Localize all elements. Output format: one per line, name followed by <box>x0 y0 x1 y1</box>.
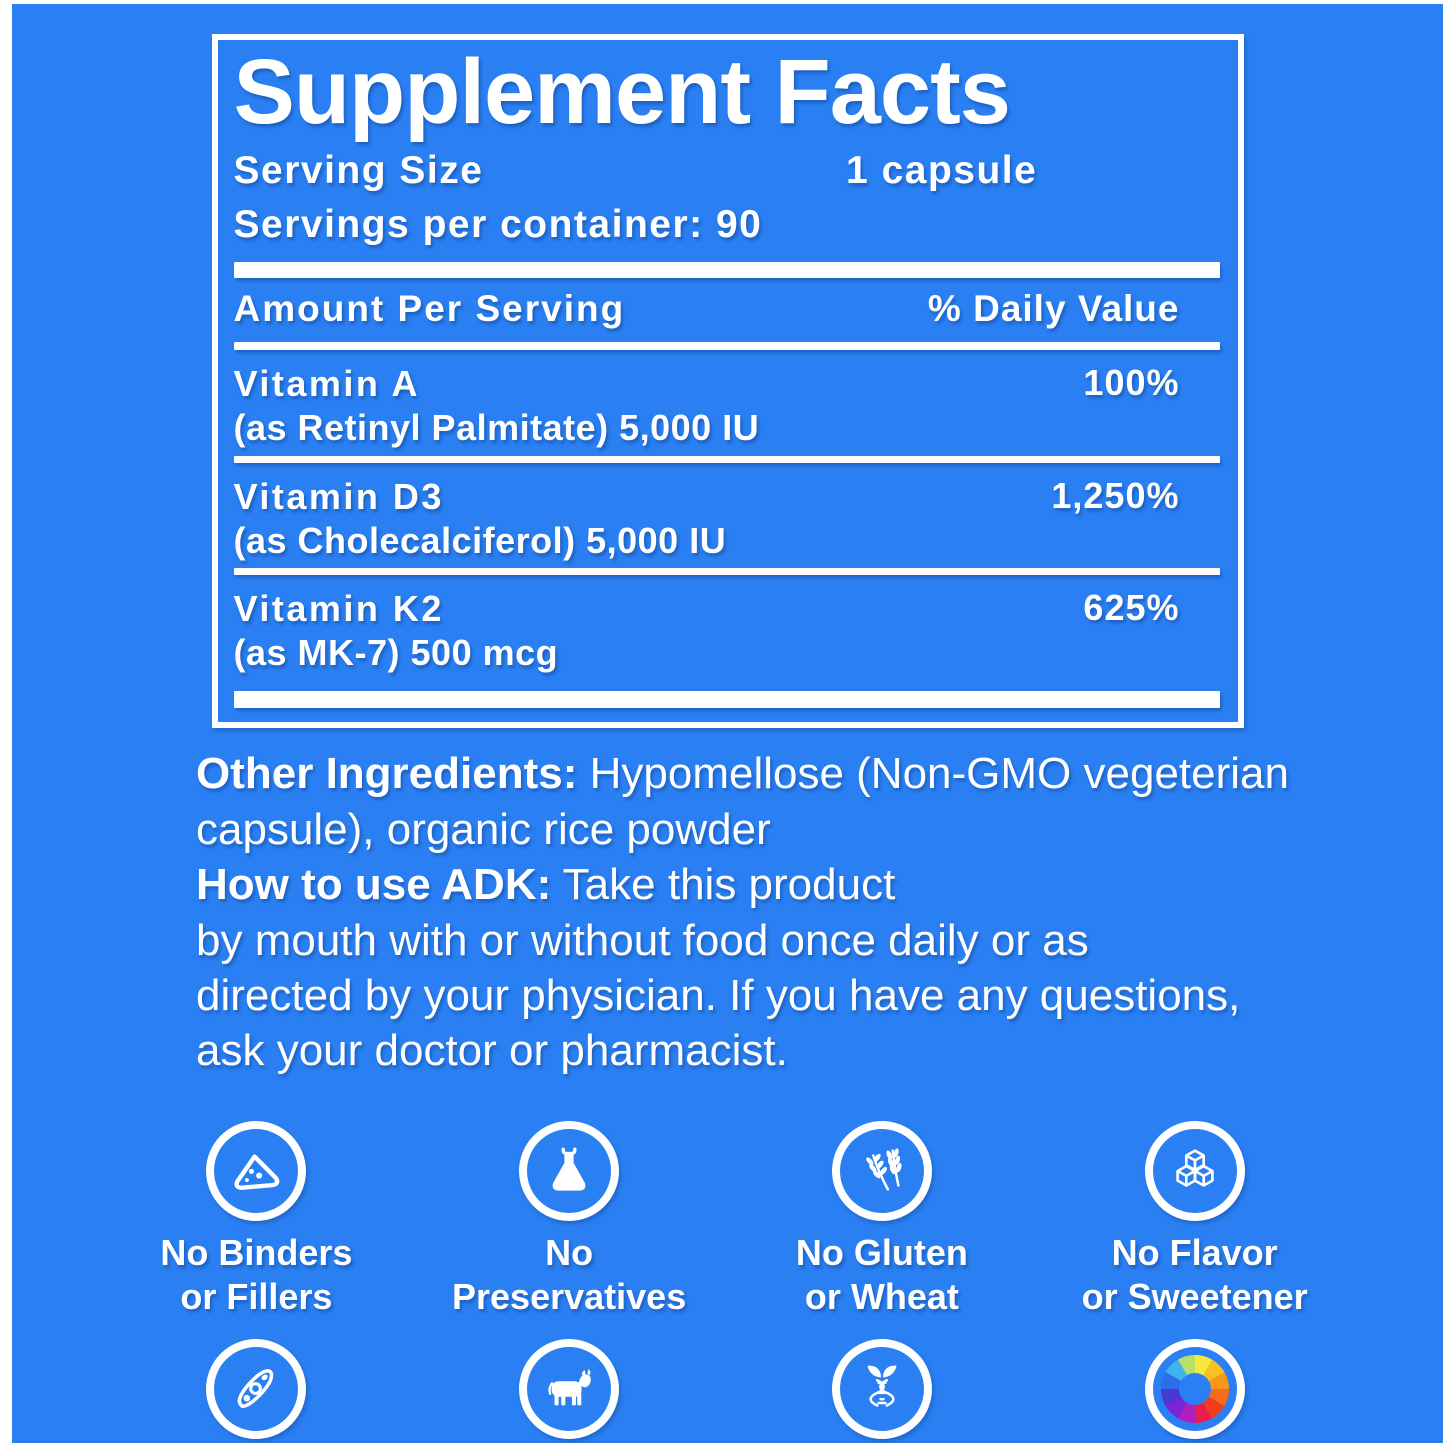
supplement-facts-panel: Supplement Facts Serving Size 1 capsule … <box>12 4 1443 1443</box>
how-to-use-line1: Take this product <box>551 860 896 910</box>
other-ingredients-text: Other Ingredients: Hypomellose (Non-GMO … <box>196 746 1353 1079</box>
nutrient-detail: (as Retinyl Palmitate) 5,000 IU <box>233 406 760 448</box>
other-ingredients-line2: capsule), organic rice powder <box>196 804 771 854</box>
nutrient-daily-value: 100% <box>1083 361 1180 403</box>
badge-no-soy: No Soyor Yeast <box>100 1338 413 1443</box>
badge-label: No Flavor or Sweetener <box>1081 1231 1308 1317</box>
nutrient-daily-value: 1,250% <box>1051 474 1180 516</box>
badge-no-gluten: No Gluten or Wheat <box>726 1120 1039 1319</box>
nutrient-detail: (as Cholecalciferol) 5,000 IU <box>233 519 727 561</box>
badge-no-flavor: No Flavor or Sweetener <box>1038 1120 1351 1319</box>
nutrient-name: Vitamin D3 <box>233 475 444 517</box>
daily-value-header: % Daily Value <box>927 287 1180 329</box>
badge-circle <box>519 1338 620 1439</box>
divider-mid <box>233 455 1220 463</box>
serving-size-value: 1 capsule <box>846 149 1038 192</box>
badge-label: No Binders or Fillers <box>160 1231 353 1317</box>
badge-no-milk: No Milkor Lactose <box>413 1338 726 1443</box>
divider-mid <box>233 568 1220 576</box>
badge-no-artificial-color: No ArtificialColor <box>1038 1338 1351 1443</box>
badge-no-binders: No Binders or Fillers <box>100 1120 413 1319</box>
nutrient-row-vitamin-k2: Vitamin K2 (as MK-7) 500 mcg 625% <box>234 587 1222 675</box>
other-ingredients-lead: Other Ingredients: <box>196 749 578 799</box>
serving-size-row: Serving Size 1 capsule <box>234 146 1222 196</box>
badge-label: No Preservatives <box>452 1231 687 1317</box>
badge-circle <box>1144 1338 1245 1439</box>
badge-circle <box>206 1120 307 1221</box>
servings-per-container: Servings per container: 90 <box>233 202 763 246</box>
powder-pile-icon <box>234 1154 280 1190</box>
nutrient-name: Vitamin K2 <box>233 588 444 630</box>
nutrient-row-vitamin-a: Vitamin A (as Retinyl Palmitate) 5,000 I… <box>234 362 1222 450</box>
badge-circle <box>1144 1120 1245 1221</box>
how-to-use-line4: ask your doctor or pharmacist. <box>196 1026 788 1076</box>
divider-thick <box>233 261 1220 278</box>
badge-non-gmo: NONGMO <box>726 1338 1039 1443</box>
sugar-cubes-icon <box>1175 1149 1214 1187</box>
badge-circle <box>519 1120 620 1221</box>
badges-grid: No Binders or Fillers No Preservatives <box>100 1120 1351 1443</box>
nutrient-daily-value: 625% <box>1083 587 1180 629</box>
other-ingredients-line1: Hypomellose (Non-GMO vegeterian <box>577 749 1289 799</box>
soy-pod-icon <box>238 1368 274 1408</box>
badge-circle <box>831 1120 932 1221</box>
dna-leaf-icon <box>867 1365 897 1407</box>
badge-no-preservatives: No Preservatives <box>413 1120 726 1319</box>
flask-icon <box>552 1147 586 1191</box>
badge-label: No Gluten or Wheat <box>795 1231 968 1317</box>
nutrient-detail: (as MK-7) 500 mcg <box>233 632 559 674</box>
column-header-row: Amount Per Serving % Daily Value <box>234 288 1222 330</box>
nutrient-row-vitamin-d3: Vitamin D3 (as Cholecalciferol) 5,000 IU… <box>234 475 1222 563</box>
how-to-use-line3: directed by your physician. If you have … <box>196 971 1241 1020</box>
divider-thin <box>233 341 1220 350</box>
how-to-use-lead: How to use ADK: <box>196 860 552 910</box>
divider-thick <box>233 691 1220 709</box>
color-wheel-icon <box>1160 1354 1229 1423</box>
badge-circle <box>831 1338 932 1439</box>
nutrient-name: Vitamin A <box>233 362 421 404</box>
cow-icon <box>548 1368 591 1406</box>
serving-size-label: Serving Size <box>233 149 484 192</box>
facts-title: Supplement Facts <box>233 41 1011 143</box>
how-to-use-line2: by mouth with or without food once daily… <box>196 915 1089 965</box>
badge-circle <box>206 1338 307 1439</box>
facts-box: Supplement Facts Serving Size 1 capsule … <box>211 34 1244 729</box>
amount-per-serving-header: Amount Per Serving <box>233 287 626 329</box>
wheat-icon <box>866 1148 902 1191</box>
